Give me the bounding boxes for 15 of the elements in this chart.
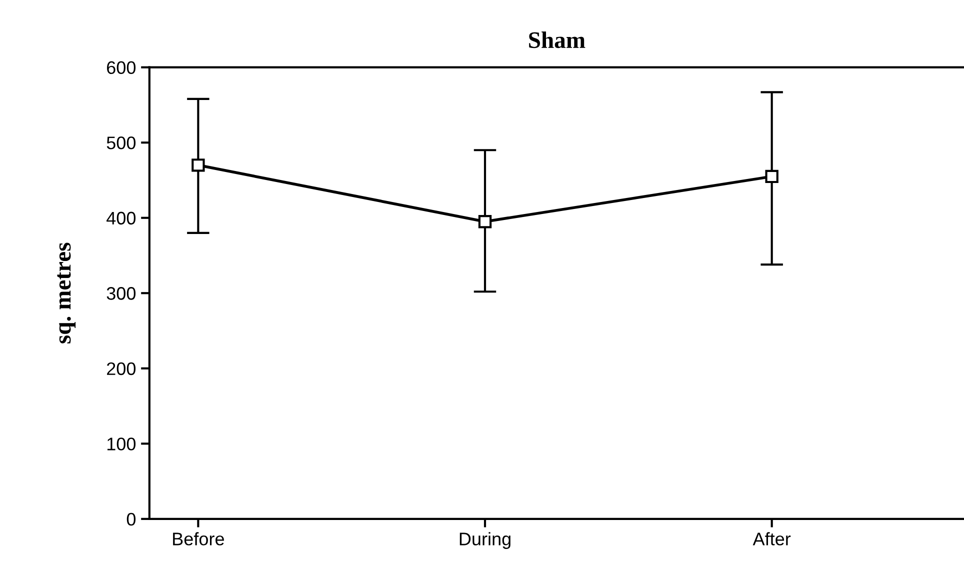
- y-tick-label: 0: [126, 512, 136, 526]
- x-tick-label: Before: [173, 532, 224, 546]
- point: [478, 215, 492, 228]
- y-axis-title: sq. metres: [57, 242, 76, 344]
- point: [192, 158, 205, 172]
- y-tick-label: 300: [106, 287, 136, 300]
- y-tick-label: 600: [107, 61, 136, 74]
- x-tick-label: After: [752, 532, 791, 546]
- chart-title: Sham: [529, 31, 586, 48]
- y-tick-label: 200: [107, 362, 136, 376]
- y-tick-label: 400: [106, 212, 136, 225]
- y-tick-label: 100: [107, 438, 136, 450]
- point: [765, 170, 778, 184]
- y-tick-label: 500: [106, 136, 136, 150]
- x-tick-label: During: [460, 532, 510, 549]
